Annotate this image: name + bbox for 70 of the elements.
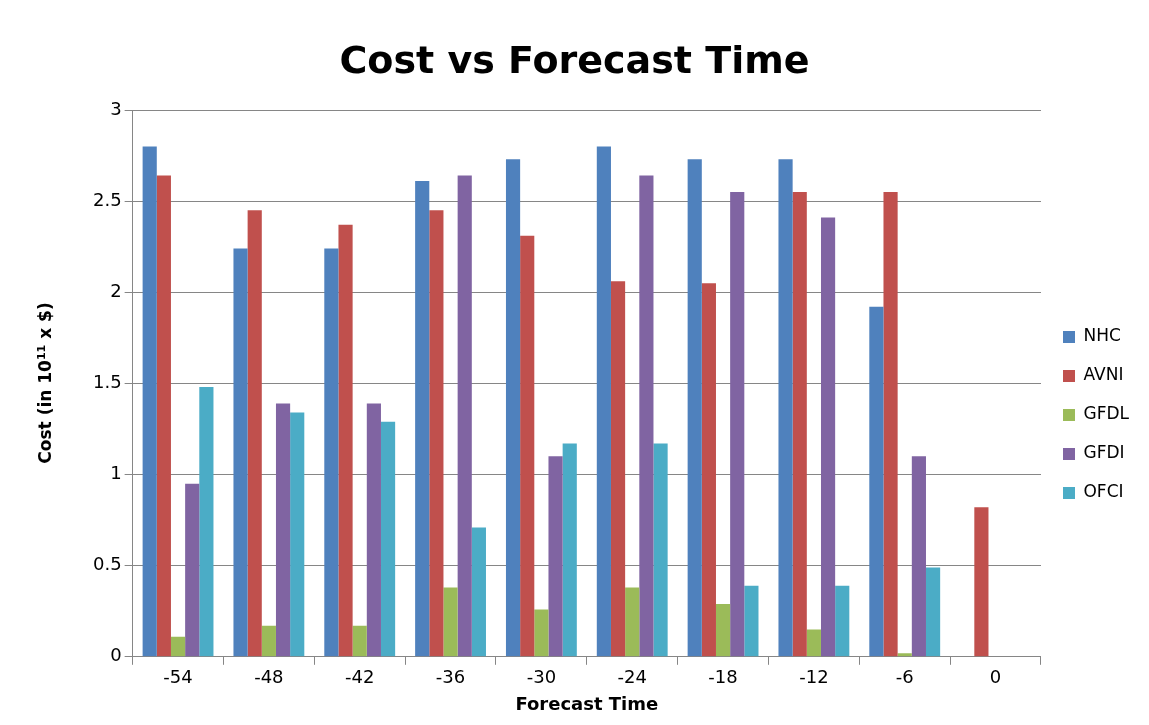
bar [869, 306, 884, 657]
x-tick-label: -6 [895, 666, 914, 688]
bar [925, 567, 941, 657]
bar [520, 235, 535, 657]
bar [897, 653, 912, 657]
bar [247, 210, 262, 657]
x-tick-label: 0 [989, 666, 1002, 688]
x-tick-label: -48 [254, 666, 284, 688]
y-tick-label: 1.5 [92, 371, 122, 393]
bar [701, 283, 716, 657]
bar [142, 146, 157, 657]
bar [596, 146, 611, 657]
y-tick-label: 0 [110, 644, 122, 666]
bar [687, 159, 702, 657]
bar [534, 609, 549, 657]
bar [443, 587, 458, 657]
bar [730, 192, 745, 657]
x-tick-label: -30 [526, 666, 557, 688]
bar [778, 159, 793, 657]
bar [380, 421, 396, 657]
bar [625, 587, 640, 657]
bar [562, 443, 577, 657]
bar [199, 387, 214, 657]
x-tick-label: -36 [435, 666, 466, 688]
bar [911, 456, 926, 657]
bar [744, 585, 759, 657]
x-axis-title: Forecast Time [515, 692, 659, 714]
legend-label: GFDI [1083, 442, 1125, 463]
bar [883, 192, 898, 657]
bar [457, 175, 472, 657]
bar [185, 483, 200, 657]
bar [366, 403, 381, 657]
bar [835, 585, 850, 657]
x-tick-label: -24 [617, 666, 647, 688]
bar [415, 181, 430, 657]
y-tick-label: 3 [110, 97, 122, 119]
bar [471, 527, 486, 657]
legend-label: AVNI [1083, 364, 1124, 385]
bar [806, 629, 821, 657]
bar [653, 443, 668, 657]
bar [715, 603, 731, 657]
bar [324, 248, 339, 657]
legend-label: GFDL [1083, 403, 1130, 424]
x-tick-label: -54 [163, 666, 193, 688]
bar [261, 625, 276, 657]
y-tick-label: 2.5 [92, 188, 122, 210]
bar [974, 507, 989, 657]
bar [820, 217, 836, 657]
bar [429, 210, 444, 657]
x-tick-label: -42 [345, 666, 375, 688]
x-tick-label: -18 [708, 666, 738, 688]
bar [352, 625, 367, 657]
legend-label: OFCI [1083, 481, 1124, 502]
legend-label: NHC [1083, 325, 1121, 346]
x-tick-label: -12 [799, 666, 829, 688]
bar [610, 281, 626, 657]
bar [156, 175, 171, 657]
bar [275, 403, 291, 657]
bar [233, 248, 248, 657]
y-tick-label: 2 [110, 279, 122, 301]
bar [338, 224, 353, 657]
bar [548, 456, 563, 657]
bar [792, 192, 807, 657]
bar [639, 175, 654, 657]
bar [290, 412, 305, 657]
chart-title: Cost vs Forecast Time [338, 38, 811, 82]
y-tick-label: 0.5 [92, 553, 122, 575]
y-tick-label: 1 [110, 462, 122, 484]
bar [505, 159, 521, 657]
bar [170, 636, 186, 657]
